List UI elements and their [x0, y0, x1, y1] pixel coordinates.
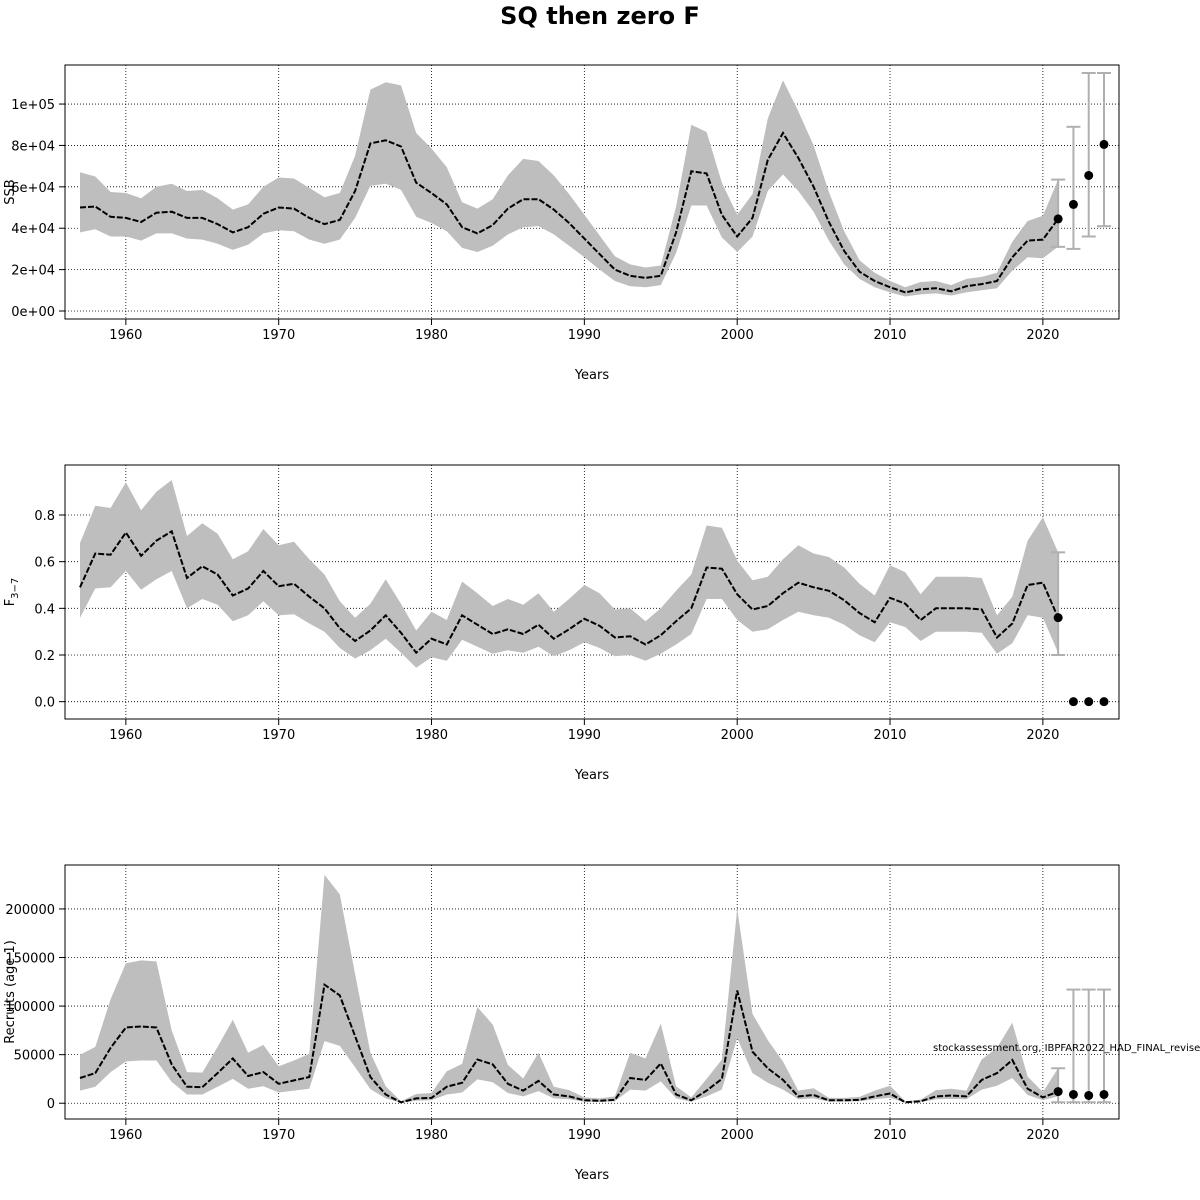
recruits-panel: 1960 1970 1980 1990 2000 2010 2020 0 50000 100000…	[3, 864, 1120, 1183]
x-tick-label: 1980	[415, 1128, 448, 1143]
forecast-point	[1084, 1090, 1094, 1100]
forecast-point	[1053, 214, 1063, 224]
plot-frame	[64, 464, 1120, 720]
y-tick-label: 4e+04	[11, 222, 55, 237]
x-tick-label: 1970	[262, 1128, 295, 1143]
recruits-confidence-band	[80, 874, 1059, 1103]
x-tick-label: 1980	[415, 328, 448, 343]
forecast-point	[1053, 1087, 1063, 1097]
y-axis-title: SSB	[3, 179, 18, 204]
y-tick-label: 200000	[5, 903, 55, 918]
y-tick-label: 0.8	[34, 509, 55, 524]
x-tick-label: 2000	[721, 728, 754, 743]
x-tick-label: 1960	[109, 728, 142, 743]
x-tick-label: 1970	[262, 728, 295, 743]
x-tick-label: 1970	[262, 328, 295, 343]
y-tick-label: 0.4	[34, 602, 55, 617]
forecast-point	[1068, 1089, 1078, 1099]
x-axis-title: Years	[574, 1168, 610, 1183]
source-note: stockassessment.org, IBPFAR2022_HAD_FINA…	[933, 1043, 1200, 1054]
forecast-point	[1099, 139, 1109, 149]
x-tick-label: 2000	[721, 1128, 754, 1143]
y-tick-label: 8e+04	[11, 139, 55, 154]
chart-title: SQ then zero F	[500, 2, 700, 30]
fbar-estimate-line	[79, 529, 1060, 655]
x-tick-label: 2010	[873, 328, 906, 343]
x-tick-label: 2000	[721, 328, 754, 343]
forecast-point	[1068, 697, 1078, 707]
plot-frame	[64, 64, 1120, 320]
ssb-estimate-line	[79, 131, 1059, 294]
x-tick-label: 1980	[415, 728, 448, 743]
y-tick-label: 150000	[5, 952, 55, 967]
x-tick-label: 2010	[873, 1128, 906, 1143]
forecast-point	[1099, 1089, 1109, 1099]
forecast-point	[1053, 613, 1063, 623]
y-axis-title-subscript: 3−7	[10, 578, 21, 599]
ssb-confidence-band	[80, 80, 1059, 297]
x-tick-label: 1990	[568, 1128, 601, 1143]
forecast-point	[1099, 697, 1109, 707]
y-axis-title: F3−7	[3, 578, 21, 607]
y-tick-label: 0.0	[34, 696, 55, 711]
y-tick-label: 1e+05	[11, 98, 55, 113]
fbar-confidence-band	[80, 480, 1059, 668]
y-tick-label: 0.6	[34, 556, 55, 571]
x-tick-label: 2020	[1026, 1128, 1059, 1143]
x-tick-label: 2020	[1026, 728, 1059, 743]
x-tick-label: 1990	[568, 728, 601, 743]
recruits-estimate-line	[79, 982, 1059, 1104]
y-tick-label: 0e+00	[11, 305, 55, 320]
y-axis-title: Recruits (age 1)	[3, 940, 18, 1044]
forecast-point	[1084, 170, 1094, 180]
y-tick-label: 50000	[14, 1049, 55, 1064]
forecast-point	[1068, 199, 1078, 209]
y-tick-label: 6e+04	[11, 181, 55, 196]
x-tick-label: 2020	[1026, 328, 1059, 343]
ssb-panel: 1960 1970 1980 1990 2000 2010 2020 0e+00 2e+04 4e…	[3, 64, 1120, 383]
plot-frame	[64, 864, 1120, 1120]
x-axis-title: Years	[574, 368, 610, 383]
y-tick-label: 2e+04	[11, 264, 55, 279]
x-axis-title: Years	[574, 768, 610, 783]
y-tick-label: 0.2	[34, 649, 55, 664]
y-tick-label: 100000	[5, 1000, 55, 1015]
x-tick-label: 2010	[873, 728, 906, 743]
y-tick-label: 0	[47, 1097, 55, 1112]
x-tick-label: 1960	[109, 328, 142, 343]
forecast-point	[1084, 697, 1094, 707]
x-tick-label: 1990	[568, 328, 601, 343]
x-tick-label: 1960	[109, 1128, 142, 1143]
fbar-panel: 1960 1970 1980 1990 2000 2010 2020 0.0 0.2 0.4 0.6…	[3, 464, 1120, 783]
